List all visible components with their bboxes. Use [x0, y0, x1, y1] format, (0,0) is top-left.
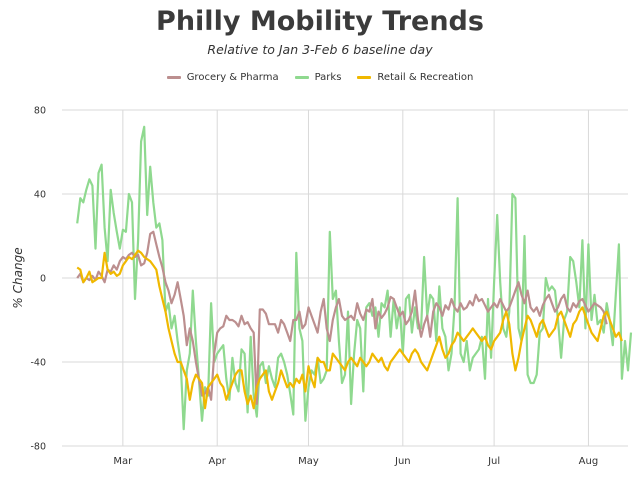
- legend-swatch-retail: [357, 76, 372, 79]
- legend-label-grocery: Grocery & Pharma: [186, 72, 279, 83]
- grid-lines: [62, 109, 628, 447]
- legend-item-parks: Parks: [294, 72, 342, 83]
- x-tick-label: Aug: [579, 456, 599, 467]
- y-axis-ticks: -80 -40 0 40 80: [30, 106, 46, 453]
- series-line-retail: [76, 249, 623, 410]
- y-tick-label: 80: [34, 106, 46, 117]
- x-tick-label: Mar: [113, 456, 133, 467]
- series-line-grocery: [76, 230, 608, 406]
- chart-legend: Grocery & Pharma Parks Retail & Recreati…: [0, 72, 640, 83]
- legend-swatch-grocery: [166, 76, 181, 79]
- y-axis-label: % Change: [11, 247, 25, 308]
- y-tick-label: 0: [40, 274, 46, 285]
- x-tick-label: Jun: [394, 456, 411, 467]
- y-tick-label: -40: [30, 358, 46, 369]
- legend-label-parks: Parks: [314, 72, 342, 83]
- x-tick-label: May: [298, 456, 319, 467]
- y-tick-label: 40: [34, 190, 46, 201]
- legend-item-grocery: Grocery & Pharma: [166, 72, 279, 83]
- chart-title: Philly Mobility Trends: [156, 6, 484, 37]
- legend-item-retail: Retail & Recreation: [357, 72, 473, 83]
- series-line-parks: [76, 125, 633, 431]
- legend-swatch-parks: [294, 76, 309, 79]
- x-tick-label: Apr: [209, 456, 227, 467]
- x-tick-label: Jul: [487, 456, 500, 467]
- series-lines: [76, 125, 633, 431]
- legend-label-retail: Retail & Recreation: [377, 72, 474, 83]
- chart-subtitle: Relative to Jan 3-Feb 6 baseline day: [207, 42, 433, 57]
- x-axis-ticks: Mar Apr May Jun Jul Aug: [113, 456, 598, 467]
- y-tick-label: -80: [30, 442, 46, 453]
